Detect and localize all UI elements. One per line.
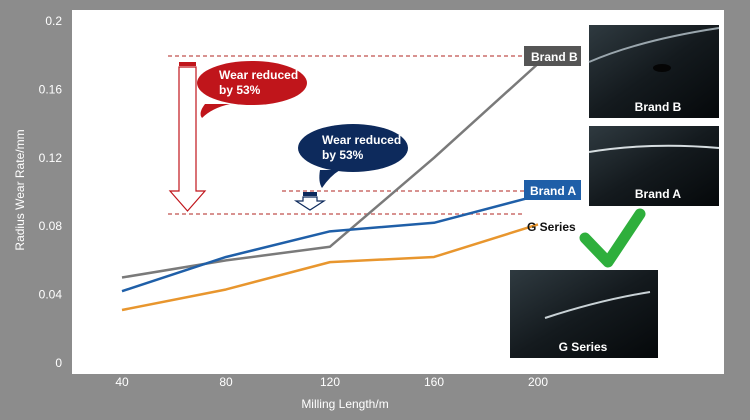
red-reduction-arrow-icon — [168, 62, 207, 212]
series-lines — [121, 62, 539, 312]
y-tick-label: 0.08 — [39, 219, 63, 233]
y-tick-label: 0.12 — [39, 151, 63, 165]
photo-brand-b: Brand B — [588, 25, 720, 118]
x-axis-title: Milling Length/m — [301, 397, 388, 411]
photo-caption-brand-b: Brand B — [635, 100, 682, 114]
y-tick-label: 0 — [55, 356, 62, 370]
y-tick-label: 0.16 — [39, 82, 63, 96]
series-line-brand-a — [121, 194, 539, 293]
navy-annotation-bubble: Wear reduced by 53% — [298, 124, 408, 188]
x-tick-label: 80 — [219, 375, 233, 389]
y-tick-label: 0.04 — [39, 288, 63, 302]
navy-reduction-arrow-icon — [293, 192, 327, 211]
x-tick-label: 40 — [115, 375, 129, 389]
label-brand-a: Brand A — [524, 180, 581, 200]
x-tick-label: 160 — [424, 375, 444, 389]
svg-text:G Series: G Series — [527, 220, 576, 234]
navy-annotation-line-2: by 53% — [322, 148, 364, 162]
series-line-g-series — [121, 223, 539, 312]
svg-text:Brand A: Brand A — [530, 184, 577, 198]
check-mark-icon — [579, 208, 646, 268]
red-annotation-bubble: Wear reduced by 53% — [197, 61, 307, 118]
svg-text:Brand B: Brand B — [531, 50, 578, 64]
red-annotation-line-2: by 53% — [219, 83, 261, 97]
label-g-series: G Series — [527, 220, 576, 234]
photo-caption-brand-a: Brand A — [635, 187, 682, 201]
photo-caption-g-series: G Series — [559, 340, 608, 354]
y-axis-title: Radius Wear Rate/mm — [13, 129, 27, 250]
red-annotation-line-1: Wear reduced — [219, 68, 298, 82]
y-axis-ticks: 0 0.04 0.08 0.12 0.16 0.2 — [39, 14, 63, 370]
y-tick-label: 0.2 — [45, 14, 62, 28]
navy-annotation-line-1: Wear reduced — [322, 133, 401, 147]
x-tick-label: 120 — [320, 375, 340, 389]
photo-g-series: G Series — [510, 270, 658, 358]
series-line-brand-b — [121, 62, 539, 279]
label-brand-b: Brand B — [524, 46, 581, 66]
x-tick-label: 200 — [528, 375, 548, 389]
photo-brand-a: Brand A — [588, 126, 720, 206]
x-axis-ticks: 40 80 120 160 200 — [115, 375, 548, 389]
